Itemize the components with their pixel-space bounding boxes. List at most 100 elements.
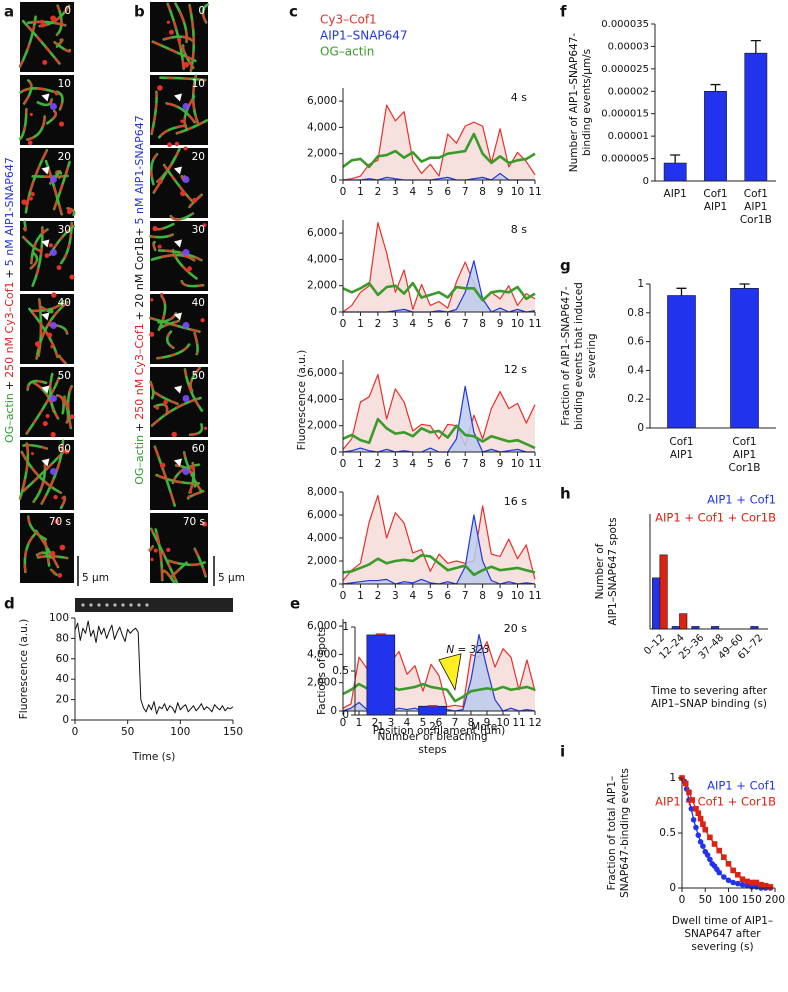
image-strip <box>75 598 233 612</box>
cofilin-segment <box>181 45 195 69</box>
speckle <box>54 91 59 96</box>
aip1-spot <box>49 322 57 329</box>
cofilin-segment <box>49 373 59 419</box>
caption-part: OG–actin <box>133 435 146 485</box>
error-bar <box>739 283 750 289</box>
x-tick-label: 8 <box>479 458 486 470</box>
frame-time: 40 <box>192 297 205 309</box>
y-axis-label: Fluorescence (a.u.) <box>296 350 308 450</box>
cofilin-segment <box>163 164 193 202</box>
frame-time: 70 s <box>49 516 71 528</box>
speckle <box>46 332 53 338</box>
line <box>342 373 536 450</box>
x-tick-label: 8 <box>479 318 486 330</box>
frame-time: 30 <box>192 224 205 236</box>
x-tick-label: 8 <box>479 590 486 602</box>
cofilin-segment <box>157 295 167 331</box>
x-tick-label: AIP1 <box>733 449 756 461</box>
cofilin-segment <box>67 207 76 216</box>
bar <box>652 577 661 630</box>
y-tick-label: 0 <box>330 705 337 717</box>
point <box>693 806 699 812</box>
caption-part: 250 nM Cy3–Cof1 <box>133 323 146 419</box>
point <box>700 821 706 827</box>
speckle <box>200 318 205 323</box>
caption-part: + <box>3 381 16 390</box>
arrowhead <box>41 93 50 102</box>
cofilin-segment <box>201 3 209 23</box>
cofilin-segment <box>56 38 64 48</box>
speckle <box>57 573 63 578</box>
speckle <box>183 61 190 68</box>
speckle <box>50 431 56 438</box>
bar <box>704 90 727 182</box>
arrowhead <box>41 312 50 321</box>
cofilin-segment <box>153 391 178 405</box>
y-tick-label: 0.000005 <box>601 154 649 165</box>
x-tick-label: 9 <box>497 590 504 602</box>
speckle <box>202 223 207 227</box>
panel-label: i <box>560 743 565 761</box>
speckle <box>29 196 33 201</box>
x-tick-label: 7 <box>462 318 469 330</box>
strip-spot <box>97 603 101 607</box>
caption-part: + <box>133 423 146 432</box>
speckle <box>187 266 192 271</box>
strip-spot <box>113 603 117 607</box>
speckle <box>166 20 171 24</box>
strip-spot <box>89 603 93 607</box>
speckle <box>155 405 160 410</box>
error-bar <box>670 154 681 164</box>
y-axis-label: SNAP647-binding events <box>619 768 631 898</box>
speckle <box>201 521 208 527</box>
cofilin-segment <box>23 533 36 572</box>
cofilin-segment <box>192 75 200 125</box>
line <box>74 620 234 715</box>
y-tick-label: 6,000 <box>307 227 337 239</box>
frame-time: 50 <box>192 370 205 382</box>
caption-part: 5 nM AIP1-SNAP647 <box>133 115 146 224</box>
x-axis-label: Time (s) <box>132 751 176 763</box>
point <box>730 879 736 886</box>
cofilin-segment <box>50 569 58 576</box>
frame-background <box>150 367 208 437</box>
cofilin-segment <box>149 316 200 333</box>
speckle <box>69 274 75 280</box>
x-tick-label: 1 <box>377 721 384 733</box>
speckle <box>66 209 72 215</box>
point <box>716 847 722 854</box>
y-tick-label: 4,000 <box>307 253 337 265</box>
cofilin-segment <box>166 330 174 349</box>
panel-title: 20 s <box>504 622 527 635</box>
cofilin-segment <box>43 539 51 566</box>
x-tick-label: 0 <box>679 894 686 906</box>
x-tick-label: 9 <box>484 717 491 729</box>
point <box>707 834 713 841</box>
speckle <box>203 426 208 430</box>
image-frame: 30 <box>149 221 208 291</box>
cofilin-segment <box>30 228 49 264</box>
y-tick-label: 6,000 <box>307 620 337 632</box>
x-tick-label: 150 <box>742 894 762 906</box>
y-tick-label: 0 <box>637 422 644 434</box>
area <box>343 634 535 711</box>
x-tick-label: 200 <box>765 894 785 906</box>
cofilin-segment <box>148 545 154 552</box>
speckle <box>150 557 154 562</box>
error-bar <box>750 39 761 54</box>
speckle <box>171 431 177 438</box>
speckle <box>163 399 168 405</box>
speckle <box>180 190 186 197</box>
x-tick-label: AIP1 <box>744 201 767 213</box>
x-tick-label: AIP1 <box>704 201 727 213</box>
x-tick-label: 0 <box>340 186 347 198</box>
cofilin-segment <box>163 35 193 42</box>
speckle <box>192 197 198 203</box>
y-tick-label: 0 <box>330 446 337 458</box>
panel-label: b <box>134 3 145 21</box>
panel-title: 16 s <box>504 495 527 508</box>
legend-label: AIP1 + Cof1 <box>707 779 776 793</box>
point <box>695 810 702 816</box>
area <box>343 105 535 180</box>
speckle <box>174 141 180 147</box>
